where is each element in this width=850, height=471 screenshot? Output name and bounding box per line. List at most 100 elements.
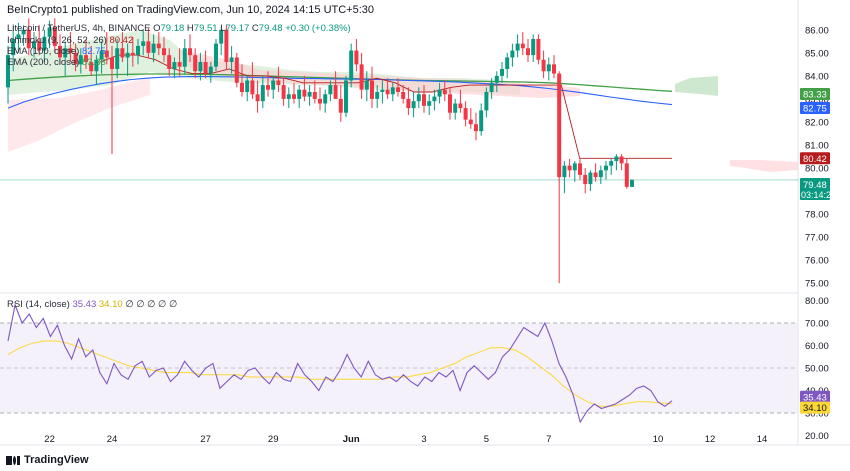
candle-body (84, 55, 88, 63)
candle-body (609, 161, 614, 166)
candle-body (188, 48, 192, 56)
candle-body (42, 36, 47, 51)
candle-body (619, 156, 624, 164)
candle-body (260, 85, 265, 102)
candle-body (255, 94, 260, 102)
change-value: +0.30 (+0.38%) (285, 23, 351, 34)
candle-body (572, 163, 577, 171)
candle-body (73, 52, 78, 65)
rsi-ma-value: 34.10 (98, 299, 123, 310)
rsi-badge: 35.43 (803, 392, 827, 403)
rsi-tick-label: 60.00 (805, 341, 829, 352)
candle-body (26, 29, 31, 49)
candle-body (515, 43, 520, 51)
ichimoku-legend[interactable]: Ichimoku (9, 26, 52, 26) 80.42 (7, 35, 133, 46)
candle-body (37, 41, 42, 51)
rsi-tick-label: 30.00 (805, 409, 829, 420)
rsi-value: 35.43 (72, 299, 97, 310)
candle-body (318, 98, 322, 104)
candle-body (531, 39, 536, 56)
candle-body (546, 64, 551, 72)
candle-body (552, 64, 556, 74)
candle-body (104, 50, 109, 58)
ichimoku-cloud-bearish-mid (180, 50, 580, 98)
open-value: 79.18 (160, 23, 185, 34)
ema100-value: 82.75 (81, 46, 106, 57)
candle-body (474, 124, 478, 132)
close-value: 79.48 (258, 23, 283, 34)
candle-body (266, 85, 270, 90)
candle-body (396, 87, 400, 92)
open-label: O (153, 23, 161, 34)
candle-body (110, 57, 114, 69)
rsi-badge-bg (800, 390, 830, 403)
last-price-badge: 79.48 (803, 180, 827, 191)
time-tick-label: 7 (546, 434, 551, 445)
candle-body (208, 66, 213, 74)
ema200-legend[interactable]: EMA (200, close) 83.33 (7, 57, 106, 68)
candle-body (307, 91, 312, 97)
candle-body (463, 108, 468, 120)
candle-body (364, 80, 369, 90)
candle-body (604, 165, 608, 171)
candle-body (567, 165, 572, 171)
candle-body (94, 59, 99, 72)
ichimoku-cloud-bearish-right (730, 160, 798, 172)
candle-body (156, 43, 161, 49)
last-price-badge-bg (800, 178, 830, 200)
tradingview-logo[interactable]: TradingView (6, 454, 89, 466)
candle-body (489, 82, 494, 92)
candle-body (437, 89, 442, 97)
candle-body (16, 34, 21, 40)
candle-body (21, 29, 26, 35)
candle-body (214, 43, 218, 67)
candle-body (32, 41, 36, 49)
time-tick-label: 24 (107, 434, 118, 445)
candle-body (276, 80, 281, 86)
price-tick-label: 85.00 (805, 48, 829, 59)
rsi-line (7, 303, 673, 424)
candle-body (588, 172, 593, 185)
candle-body (630, 179, 634, 187)
price-tick-label: 80.00 (805, 163, 829, 174)
symbol-legend[interactable]: Litecoin / TetherUS, 4h, BINANCE O79.18 … (7, 23, 351, 34)
tradingview-logo-icon (6, 455, 20, 465)
candle-body (536, 39, 541, 60)
time-tick-label: 14 (757, 434, 768, 445)
candle-body (323, 94, 328, 104)
close-label: C (251, 23, 259, 34)
rsi-ma-badge-bg (800, 401, 830, 414)
low-value: 79.17 (225, 23, 250, 34)
candle-body (505, 57, 510, 69)
candle-body (468, 119, 473, 125)
price-tick-label: 77.00 (805, 233, 829, 244)
candle-body (250, 80, 255, 95)
candle-body (167, 55, 172, 69)
candle-body (198, 62, 203, 72)
time-tick-label: Jun (343, 434, 360, 445)
ema200-value: 83.33 (81, 57, 106, 68)
candle-body (338, 98, 343, 113)
candle-body (136, 45, 140, 56)
time-tick-label: 27 (200, 434, 211, 445)
ema100-legend[interactable]: EMA (100, close) 82.75 (7, 46, 106, 57)
candle-body (63, 48, 68, 58)
candle-body (312, 91, 317, 99)
ema200-badge-bg (800, 88, 830, 100)
candle-body (427, 101, 432, 106)
rsi-ma-badge: 34.10 (803, 403, 827, 414)
candle-body (203, 62, 208, 74)
price-tick-label: 81.00 (805, 140, 829, 151)
ema100-badge-bg (800, 102, 830, 114)
candle-body (333, 85, 338, 99)
tradingview-brand: TradingView (24, 454, 89, 466)
rsi-legend[interactable]: RSI (14, close) 35.43 34.10 ∅ ∅ ∅ ∅ ∅ (7, 299, 177, 310)
candle-body (614, 156, 619, 162)
rsi-tick-label: 70.00 (805, 319, 829, 330)
ichimoku-value: 80.42 (109, 35, 134, 46)
candle-body (240, 82, 244, 92)
candle-body (162, 48, 166, 56)
rsi-tick-label: 50.00 (805, 364, 829, 375)
candle-body (328, 85, 333, 95)
